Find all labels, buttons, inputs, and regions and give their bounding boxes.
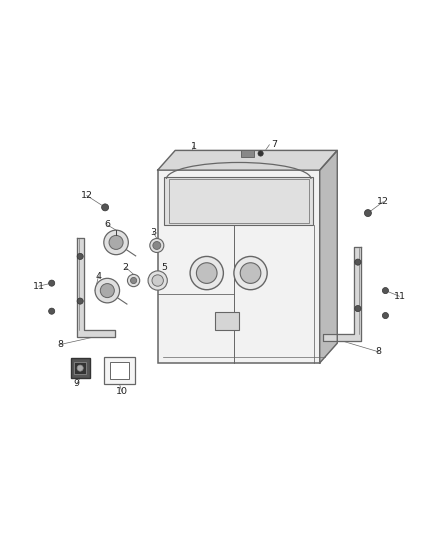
Bar (169, 179, 309, 223)
Circle shape (104, 230, 128, 255)
Circle shape (131, 278, 137, 284)
Text: 12: 12 (81, 191, 93, 200)
Circle shape (49, 308, 55, 314)
Circle shape (100, 284, 114, 297)
Bar (241, 150, 254, 157)
Text: 12: 12 (377, 197, 389, 206)
Text: 2: 2 (123, 263, 129, 272)
Circle shape (148, 271, 167, 290)
Bar (215, 312, 239, 330)
Circle shape (234, 256, 267, 290)
Text: 9: 9 (74, 379, 80, 389)
Bar (164, 177, 313, 225)
Circle shape (95, 278, 120, 303)
Polygon shape (77, 238, 115, 336)
Circle shape (77, 253, 83, 260)
Bar (104, 357, 135, 384)
Text: 8: 8 (376, 348, 382, 357)
Circle shape (127, 274, 140, 287)
Circle shape (77, 365, 83, 371)
Text: 5: 5 (161, 263, 167, 272)
Bar (74, 362, 86, 374)
Circle shape (109, 236, 123, 249)
Text: 3: 3 (150, 228, 156, 237)
Polygon shape (323, 247, 361, 341)
Circle shape (355, 305, 361, 312)
Text: 11: 11 (32, 282, 45, 290)
Circle shape (355, 259, 361, 265)
Circle shape (77, 298, 83, 304)
Text: 7: 7 (271, 140, 277, 149)
Polygon shape (320, 150, 337, 363)
Circle shape (150, 238, 164, 253)
Text: 8: 8 (57, 340, 64, 349)
Circle shape (152, 275, 163, 286)
Circle shape (364, 209, 371, 216)
Text: 1: 1 (191, 142, 197, 150)
Text: 11: 11 (393, 292, 406, 301)
Circle shape (49, 280, 55, 286)
Text: 10: 10 (116, 387, 128, 396)
Circle shape (153, 241, 161, 249)
Bar (71, 359, 90, 378)
Bar (110, 362, 129, 379)
Circle shape (240, 263, 261, 284)
Text: 4: 4 (95, 272, 102, 281)
Bar (158, 170, 320, 363)
Circle shape (190, 256, 223, 290)
Circle shape (196, 263, 217, 284)
Circle shape (382, 287, 389, 294)
Text: 6: 6 (104, 220, 110, 229)
Polygon shape (158, 150, 337, 170)
Circle shape (258, 151, 263, 156)
Circle shape (102, 204, 109, 211)
Circle shape (382, 312, 389, 319)
